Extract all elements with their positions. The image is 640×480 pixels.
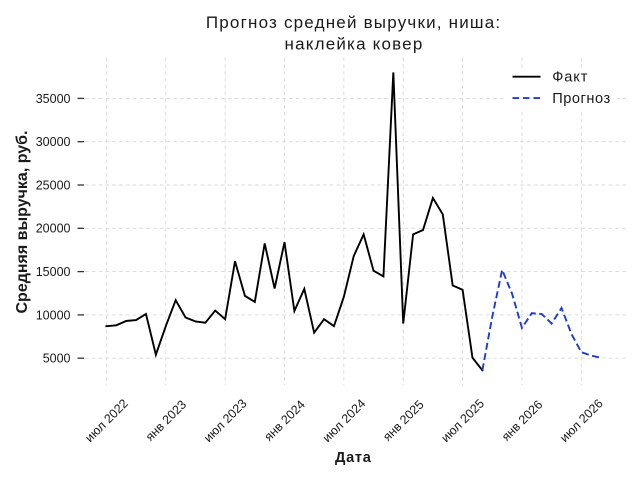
svg-text:35000: 35000 bbox=[36, 92, 71, 106]
svg-text:Факт: Факт bbox=[552, 70, 588, 86]
svg-text:20000: 20000 bbox=[36, 222, 71, 236]
svg-text:Средняя выручка, руб.: Средняя выручка, руб. bbox=[14, 131, 31, 314]
svg-text:25000: 25000 bbox=[36, 178, 71, 192]
svg-text:30000: 30000 bbox=[36, 135, 71, 149]
svg-text:5000: 5000 bbox=[43, 352, 71, 366]
svg-text:Дата: Дата bbox=[335, 450, 372, 466]
svg-text:10000: 10000 bbox=[36, 308, 71, 322]
svg-text:Прогноз средней выручки, ниша:: Прогноз средней выручки, ниша: bbox=[206, 13, 501, 32]
svg-text:наклейка ковер: наклейка ковер bbox=[285, 34, 424, 53]
svg-text:Прогноз: Прогноз bbox=[552, 91, 611, 107]
svg-text:15000: 15000 bbox=[36, 265, 71, 279]
